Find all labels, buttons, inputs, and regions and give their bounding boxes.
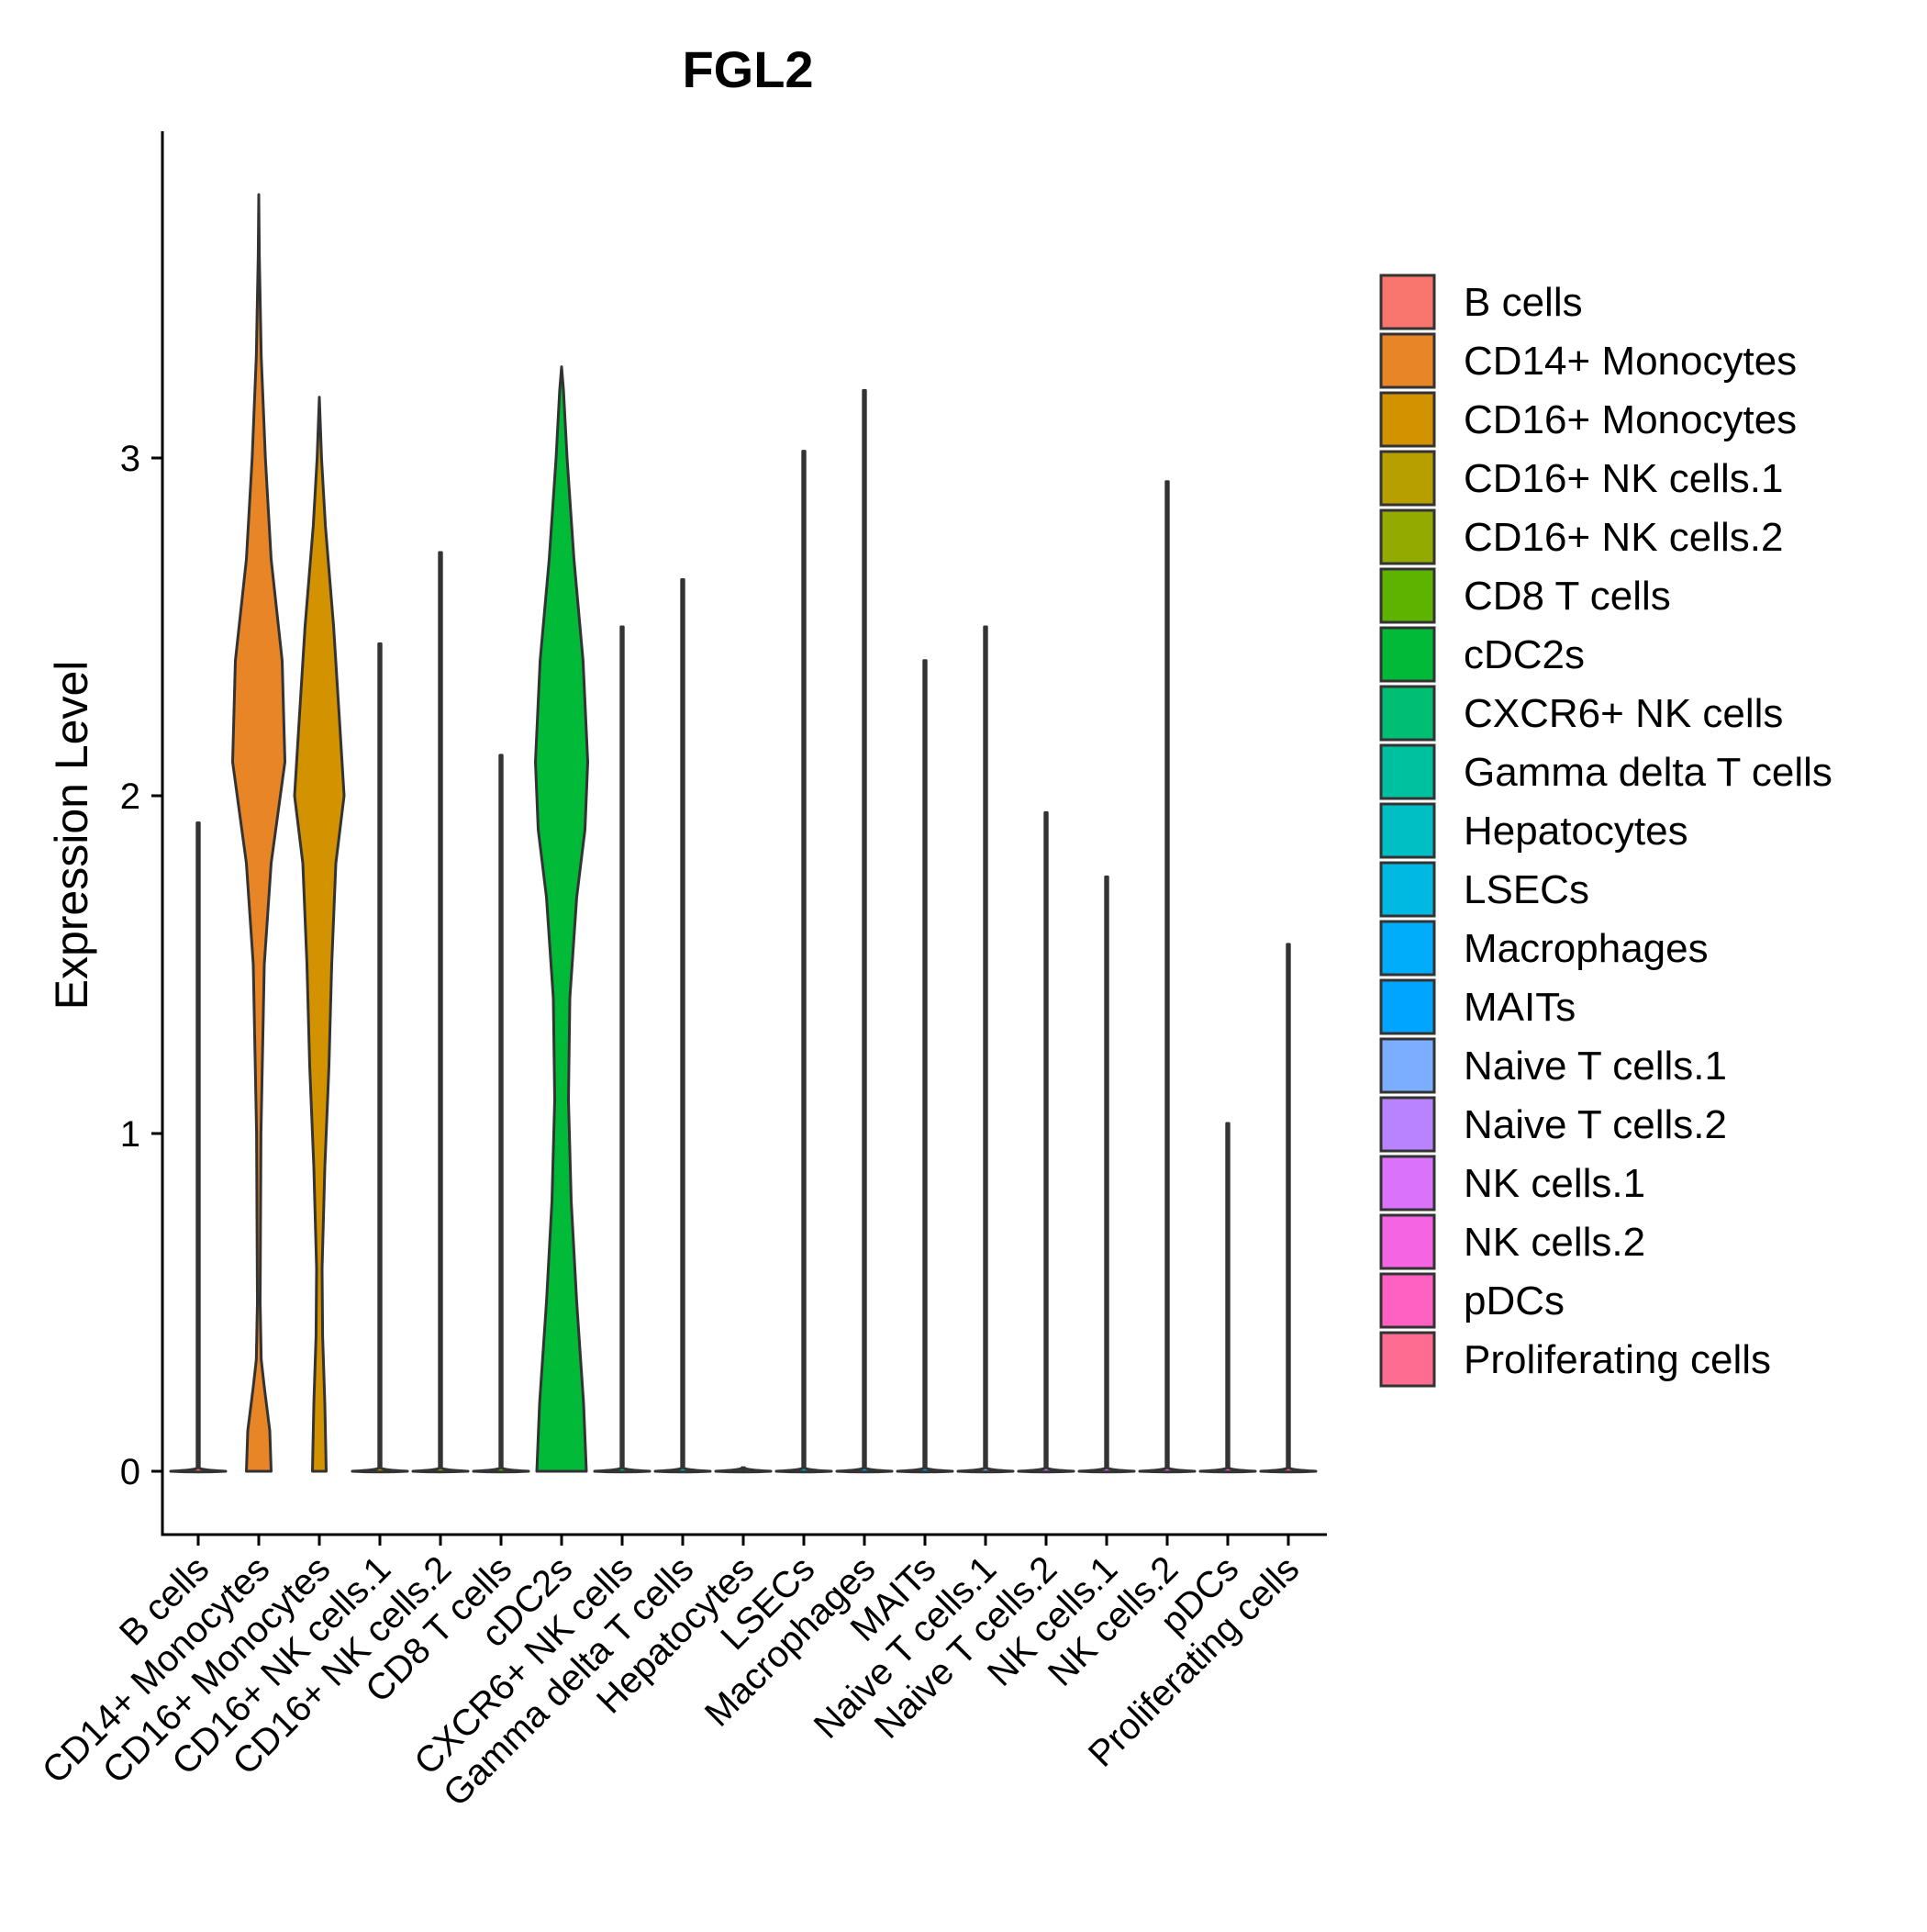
violin-nk-cells-2: [1138, 480, 1197, 1474]
legend-label-nk-cells-2: NK cells.2: [1464, 1220, 1645, 1265]
legend-swatch-gamma-delta-t-cells: [1379, 743, 1436, 800]
violin-naive-t-cells-1: [956, 625, 1015, 1474]
legend-label-naive-t-cells-1: Naive T cells.1: [1464, 1044, 1727, 1089]
violin-nk-cells-1: [1077, 875, 1136, 1474]
violin-cd16plus-nk-cells-1: [351, 642, 409, 1474]
legend-label-hepatocytes: Hepatocytes: [1464, 809, 1688, 854]
legend-swatch-macrophages: [1379, 920, 1436, 977]
legend-swatch-nk-cells-1: [1379, 1155, 1436, 1212]
violin-proliferating-cells: [1259, 943, 1318, 1474]
legend-swatch-cdc2s: [1379, 626, 1436, 683]
legend-swatch-cxcr6plus-nk-cells: [1379, 685, 1436, 742]
violin-cxcr6plus-nk-cells: [593, 625, 652, 1474]
legend-label-cd8-t-cells: CD8 T cells: [1464, 574, 1671, 619]
legend-label-cdc2s: cDC2s: [1464, 632, 1585, 677]
violin-cd14plus-monocytes: [231, 193, 286, 1473]
legend-label-cd14plus-monocytes: CD14+ Monocytes: [1464, 339, 1797, 384]
legend-label-maits: MAITs: [1464, 985, 1576, 1030]
legend-swatch-cd16plus-nk-cells-2: [1379, 508, 1436, 565]
legend-swatch-proliferating-cells: [1379, 1331, 1436, 1388]
violin-cd16plus-monocytes: [293, 396, 346, 1473]
legend-label-cd16plus-monocytes: CD16+ Monocytes: [1464, 397, 1797, 442]
legend-swatch-naive-t-cells-1: [1379, 1037, 1436, 1094]
y-tick-label-1: 1: [120, 1114, 140, 1155]
violin-cd8-t-cells: [472, 754, 530, 1474]
legend-swatch-naive-t-cells-2: [1379, 1096, 1436, 1153]
legend-label-cd16plus-nk-cells-1: CD16+ NK cells.1: [1464, 456, 1783, 501]
legend-swatch-hepatocytes: [1379, 802, 1436, 859]
legend-swatch-nk-cells-2: [1379, 1213, 1436, 1270]
legend: B cells CD14+ Monocytes CD16+ Monocytes CD1…: [1379, 274, 1832, 1388]
y-tick-label-2: 2: [120, 776, 140, 817]
violin-b-cells: [169, 821, 228, 1474]
legend-swatch-maits: [1379, 978, 1436, 1035]
legend-swatch-cd16plus-monocytes: [1379, 391, 1436, 448]
violin-pdcs: [1198, 1122, 1257, 1474]
legend-swatch-pdcs: [1379, 1272, 1436, 1329]
violin-gamma-delta-t-cells: [653, 577, 712, 1474]
chart-title: FGL2: [682, 40, 813, 98]
violin-naive-t-cells-2: [1017, 810, 1075, 1474]
legend-label-macrophages: Macrophages: [1464, 926, 1709, 971]
legend-label-pdcs: pDCs: [1464, 1279, 1565, 1323]
y-axis-label: Expression Level: [46, 661, 97, 1011]
violin-cd16plus-nk-cells-2: [411, 551, 470, 1474]
violin-maits: [896, 659, 954, 1474]
legend-label-gamma-delta-t-cells: Gamma delta T cells: [1464, 750, 1832, 795]
legend-swatch-lsecs: [1379, 861, 1436, 918]
legend-label-proliferating-cells: Proliferating cells: [1464, 1337, 1771, 1382]
legend-swatch-cd8-t-cells: [1379, 567, 1436, 624]
y-tick-label-0: 0: [120, 1452, 140, 1492]
violin-lsecs: [774, 450, 833, 1474]
legend-label-cd16plus-nk-cells-2: CD16+ NK cells.2: [1464, 515, 1783, 560]
legend-swatch-cd16plus-nk-cells-1: [1379, 450, 1436, 507]
violin-hepatocytes: [714, 1466, 773, 1474]
legend-label-b-cells: B cells: [1464, 280, 1583, 325]
legend-label-nk-cells-1: NK cells.1: [1464, 1161, 1645, 1206]
legend-label-lsecs: LSECs: [1464, 867, 1589, 912]
legend-swatch-b-cells: [1379, 274, 1436, 330]
legend-swatch-cd14plus-monocytes: [1379, 332, 1436, 389]
legend-label-cxcr6plus-nk-cells: CXCR6+ NK cells: [1464, 691, 1783, 736]
violin-cdc2s: [534, 365, 589, 1473]
y-tick-label-3: 3: [120, 439, 140, 479]
legend-label-naive-t-cells-2: Naive T cells.2: [1464, 1102, 1727, 1147]
violin-macrophages: [835, 388, 894, 1474]
